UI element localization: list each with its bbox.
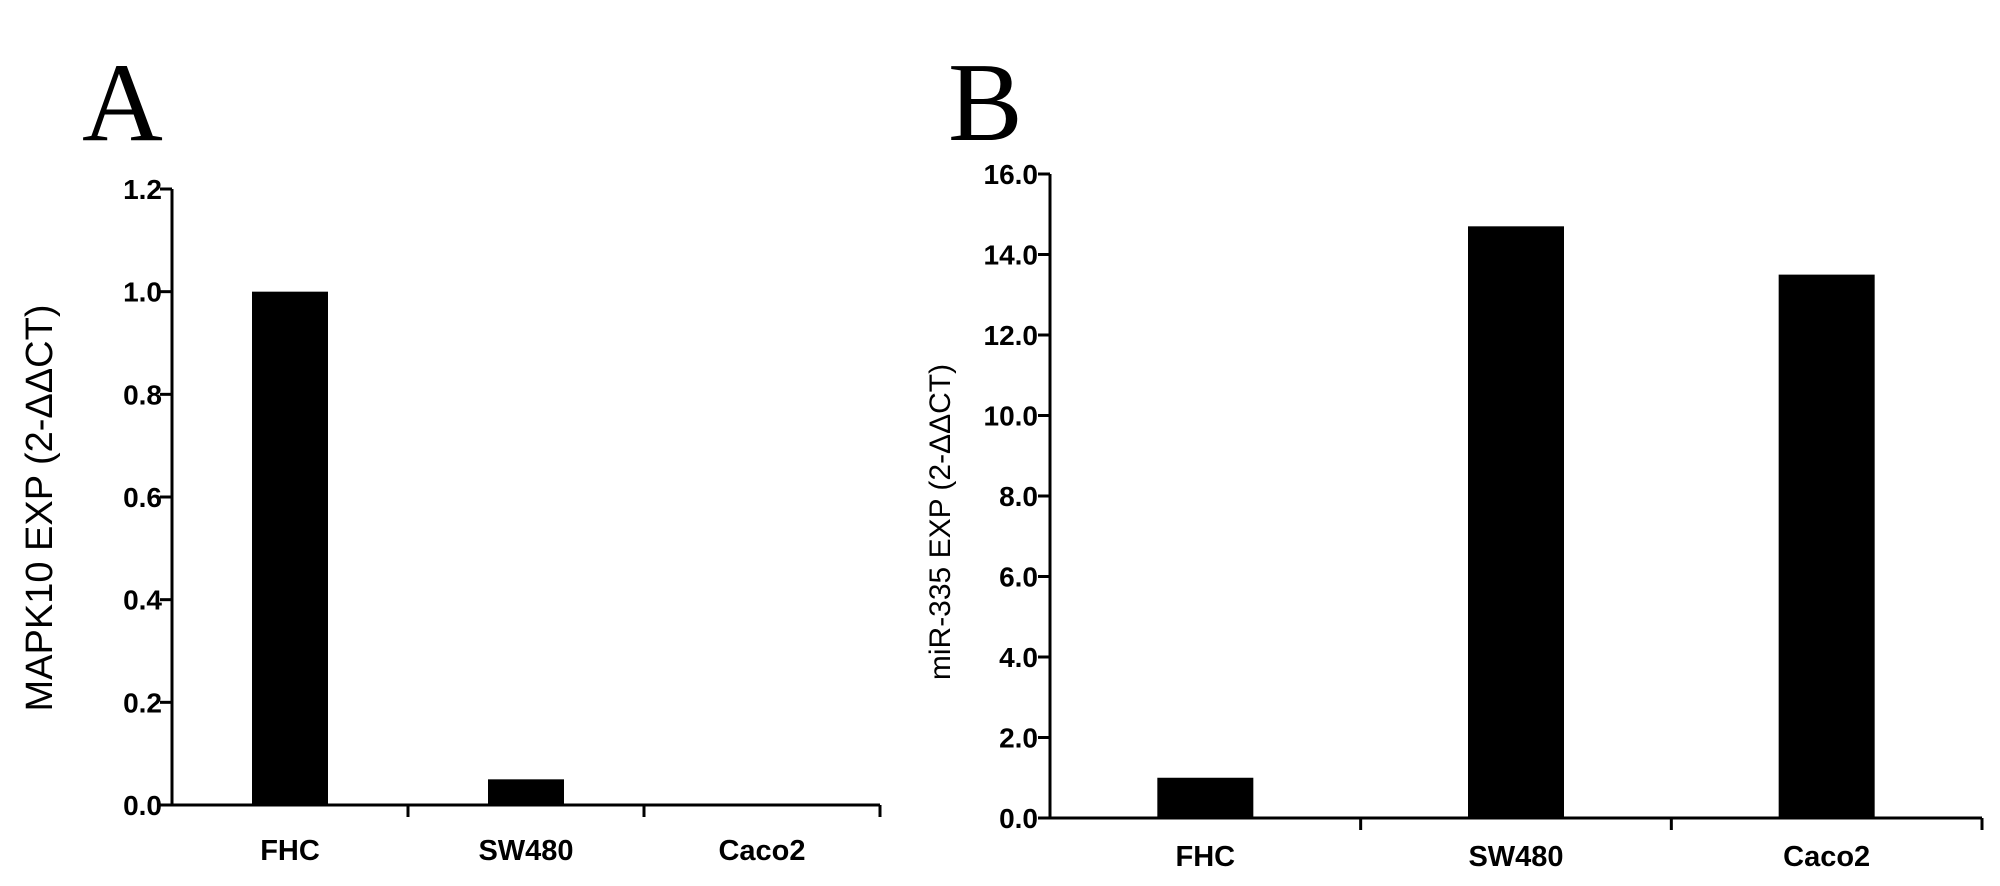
bar-fhc xyxy=(252,291,328,806)
y-tick-label: 1.2 xyxy=(123,174,162,205)
category-label: FHC xyxy=(1176,841,1236,873)
category-label: Caco2 xyxy=(718,835,805,867)
chart-b: B miR-335 EXP (2-ΔΔCT) 0.0 2.0 4.0 6.0 8.0 10… xyxy=(924,41,1984,873)
y-tick-label: 10.0 xyxy=(984,401,1039,432)
x-ticks-b xyxy=(1359,818,1984,830)
y-axis-label-a: MAPK10 EXP (2-ΔΔCT) xyxy=(19,305,61,712)
y-ticks-a: 0.0 0.2 0.4 0.6 0.8 1.0 1.2 xyxy=(123,174,172,821)
y-tick-label: 0.0 xyxy=(123,790,162,821)
y-tick-label: 2.0 xyxy=(999,723,1038,754)
y-tick-label: 4.0 xyxy=(999,642,1038,673)
y-tick-label: 8.0 xyxy=(999,481,1038,512)
chart-a: A MAPK10 EXP (2-ΔΔCT) 0.0 0.2 0.4 0.6 0.8 1.0… xyxy=(19,41,882,867)
y-axis-label-b: miR-335 EXP (2-ΔΔCT) xyxy=(924,364,957,680)
y-ticks-b: 0.0 2.0 4.0 6.0 8.0 10.0 12.0 14.0 16.0 xyxy=(984,159,1050,834)
bar-fhc xyxy=(1157,777,1254,818)
category-label: FHC xyxy=(260,835,320,867)
category-label: SW480 xyxy=(1468,841,1563,873)
panel-letter-b: B xyxy=(948,41,1023,165)
y-tick-label: 0.8 xyxy=(123,379,162,410)
y-tick-label: 16.0 xyxy=(984,159,1039,190)
y-tick-label: 6.0 xyxy=(999,562,1038,593)
bar-sw480 xyxy=(1468,226,1564,818)
y-tick-label: 0.2 xyxy=(123,687,162,718)
category-label: Caco2 xyxy=(1783,841,1870,873)
bars-b xyxy=(1157,226,1875,818)
y-tick-label: 1.0 xyxy=(123,277,162,308)
panel-letter-a: A xyxy=(82,41,163,165)
y-tick-label: 0.6 xyxy=(123,482,162,513)
bar-sw480 xyxy=(488,779,564,805)
category-labels-a: FHC SW480 Caco2 xyxy=(260,835,805,867)
bars-a xyxy=(252,291,564,806)
category-label: SW480 xyxy=(478,835,573,867)
bar-caco2 xyxy=(1778,274,1875,818)
x-ticks-a xyxy=(406,805,882,817)
category-labels-b: FHC SW480 Caco2 xyxy=(1176,841,1871,873)
y-tick-label: 0.4 xyxy=(123,585,162,616)
y-tick-label: 14.0 xyxy=(984,240,1039,271)
y-tick-label: 0.0 xyxy=(999,803,1038,834)
y-tick-label: 12.0 xyxy=(984,320,1039,351)
